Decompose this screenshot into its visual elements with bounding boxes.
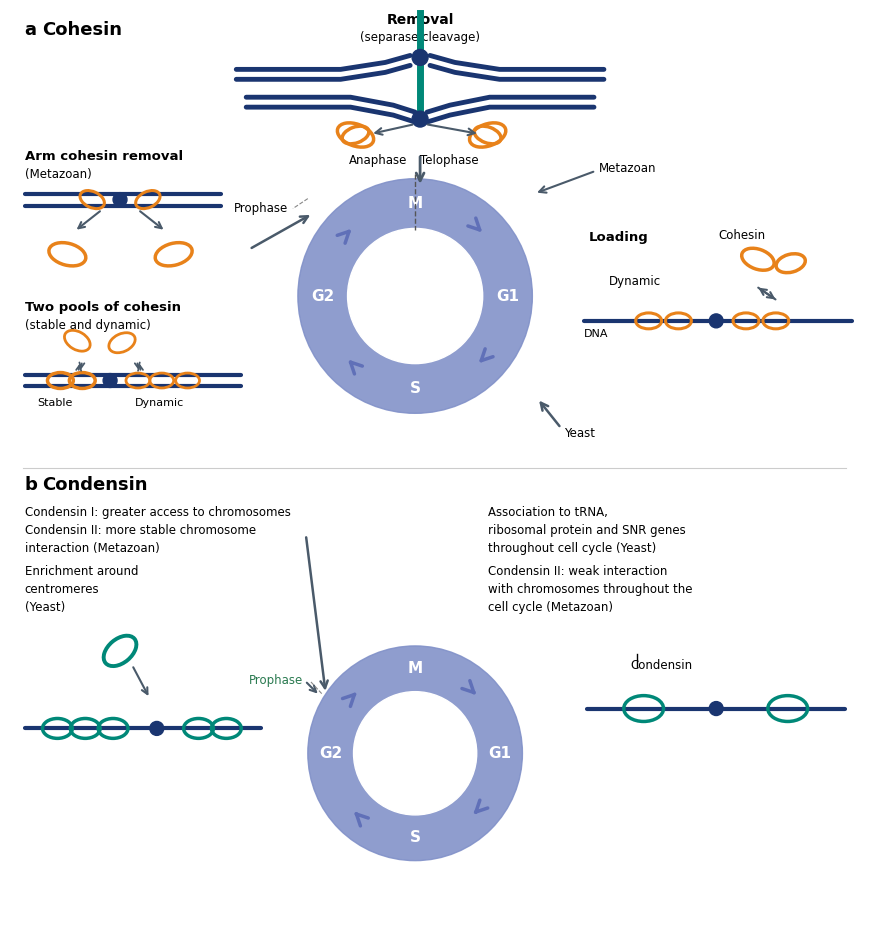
Text: ribosomal protein and SNR genes: ribosomal protein and SNR genes <box>488 524 686 537</box>
Text: DNA: DNA <box>584 329 608 339</box>
Text: throughout cell cycle (Yeast): throughout cell cycle (Yeast) <box>488 541 656 555</box>
Text: (Metazoan): (Metazoan) <box>24 168 91 181</box>
Text: Enrichment around: Enrichment around <box>24 566 138 579</box>
Text: Condensin II: weak interaction: Condensin II: weak interaction <box>488 566 667 579</box>
Text: Condensin II: more stable chromosome: Condensin II: more stable chromosome <box>24 524 255 537</box>
Text: with chromosomes throughout the: with chromosomes throughout the <box>488 583 692 596</box>
Text: cell cycle (Metazoan): cell cycle (Metazoan) <box>488 601 613 614</box>
Text: centromeres: centromeres <box>24 583 99 596</box>
Circle shape <box>709 702 723 716</box>
Text: Removal: Removal <box>387 13 454 27</box>
Text: Yeast: Yeast <box>564 427 595 440</box>
Text: a: a <box>24 21 36 38</box>
Circle shape <box>149 721 163 735</box>
Circle shape <box>412 49 428 65</box>
Text: G2: G2 <box>311 289 335 304</box>
Text: Telophase: Telophase <box>420 155 479 168</box>
Text: Prophase: Prophase <box>249 674 303 687</box>
Circle shape <box>308 646 522 860</box>
Circle shape <box>298 179 533 413</box>
Text: Arm cohesin removal: Arm cohesin removal <box>24 150 182 163</box>
Text: G2: G2 <box>319 746 342 761</box>
Circle shape <box>113 193 127 207</box>
Circle shape <box>412 111 428 127</box>
Text: S: S <box>409 381 421 396</box>
Text: Cohesin: Cohesin <box>43 21 123 38</box>
Text: interaction (Metazoan): interaction (Metazoan) <box>24 541 159 555</box>
Text: Cohesin: Cohesin <box>718 229 766 242</box>
Text: Loading: Loading <box>589 231 649 244</box>
Text: G1: G1 <box>488 746 511 761</box>
Text: b: b <box>24 476 37 494</box>
Text: (separase cleavage): (separase cleavage) <box>360 31 480 44</box>
Text: Condensin: Condensin <box>43 476 148 494</box>
Text: Condensin I: greater access to chromosomes: Condensin I: greater access to chromosom… <box>24 506 290 519</box>
Text: S: S <box>409 830 421 845</box>
Text: M: M <box>408 196 422 211</box>
Text: Metazoan: Metazoan <box>599 162 656 175</box>
Circle shape <box>103 374 117 388</box>
Circle shape <box>354 692 477 815</box>
Text: Prophase: Prophase <box>234 202 288 215</box>
Text: Stable: Stable <box>36 398 72 408</box>
Text: G1: G1 <box>496 289 519 304</box>
Text: Association to tRNA,: Association to tRNA, <box>488 506 607 519</box>
Text: Dynamic: Dynamic <box>609 275 661 288</box>
Text: (stable and dynamic): (stable and dynamic) <box>24 319 150 332</box>
Circle shape <box>709 314 723 328</box>
Text: M: M <box>408 662 422 677</box>
Text: (Yeast): (Yeast) <box>24 601 65 614</box>
Text: Dynamic: Dynamic <box>136 398 184 408</box>
Circle shape <box>348 228 482 363</box>
Text: Two pools of cohesin: Two pools of cohesin <box>24 301 181 314</box>
Text: Anaphase: Anaphase <box>348 155 408 168</box>
Text: Condensin: Condensin <box>631 659 693 672</box>
